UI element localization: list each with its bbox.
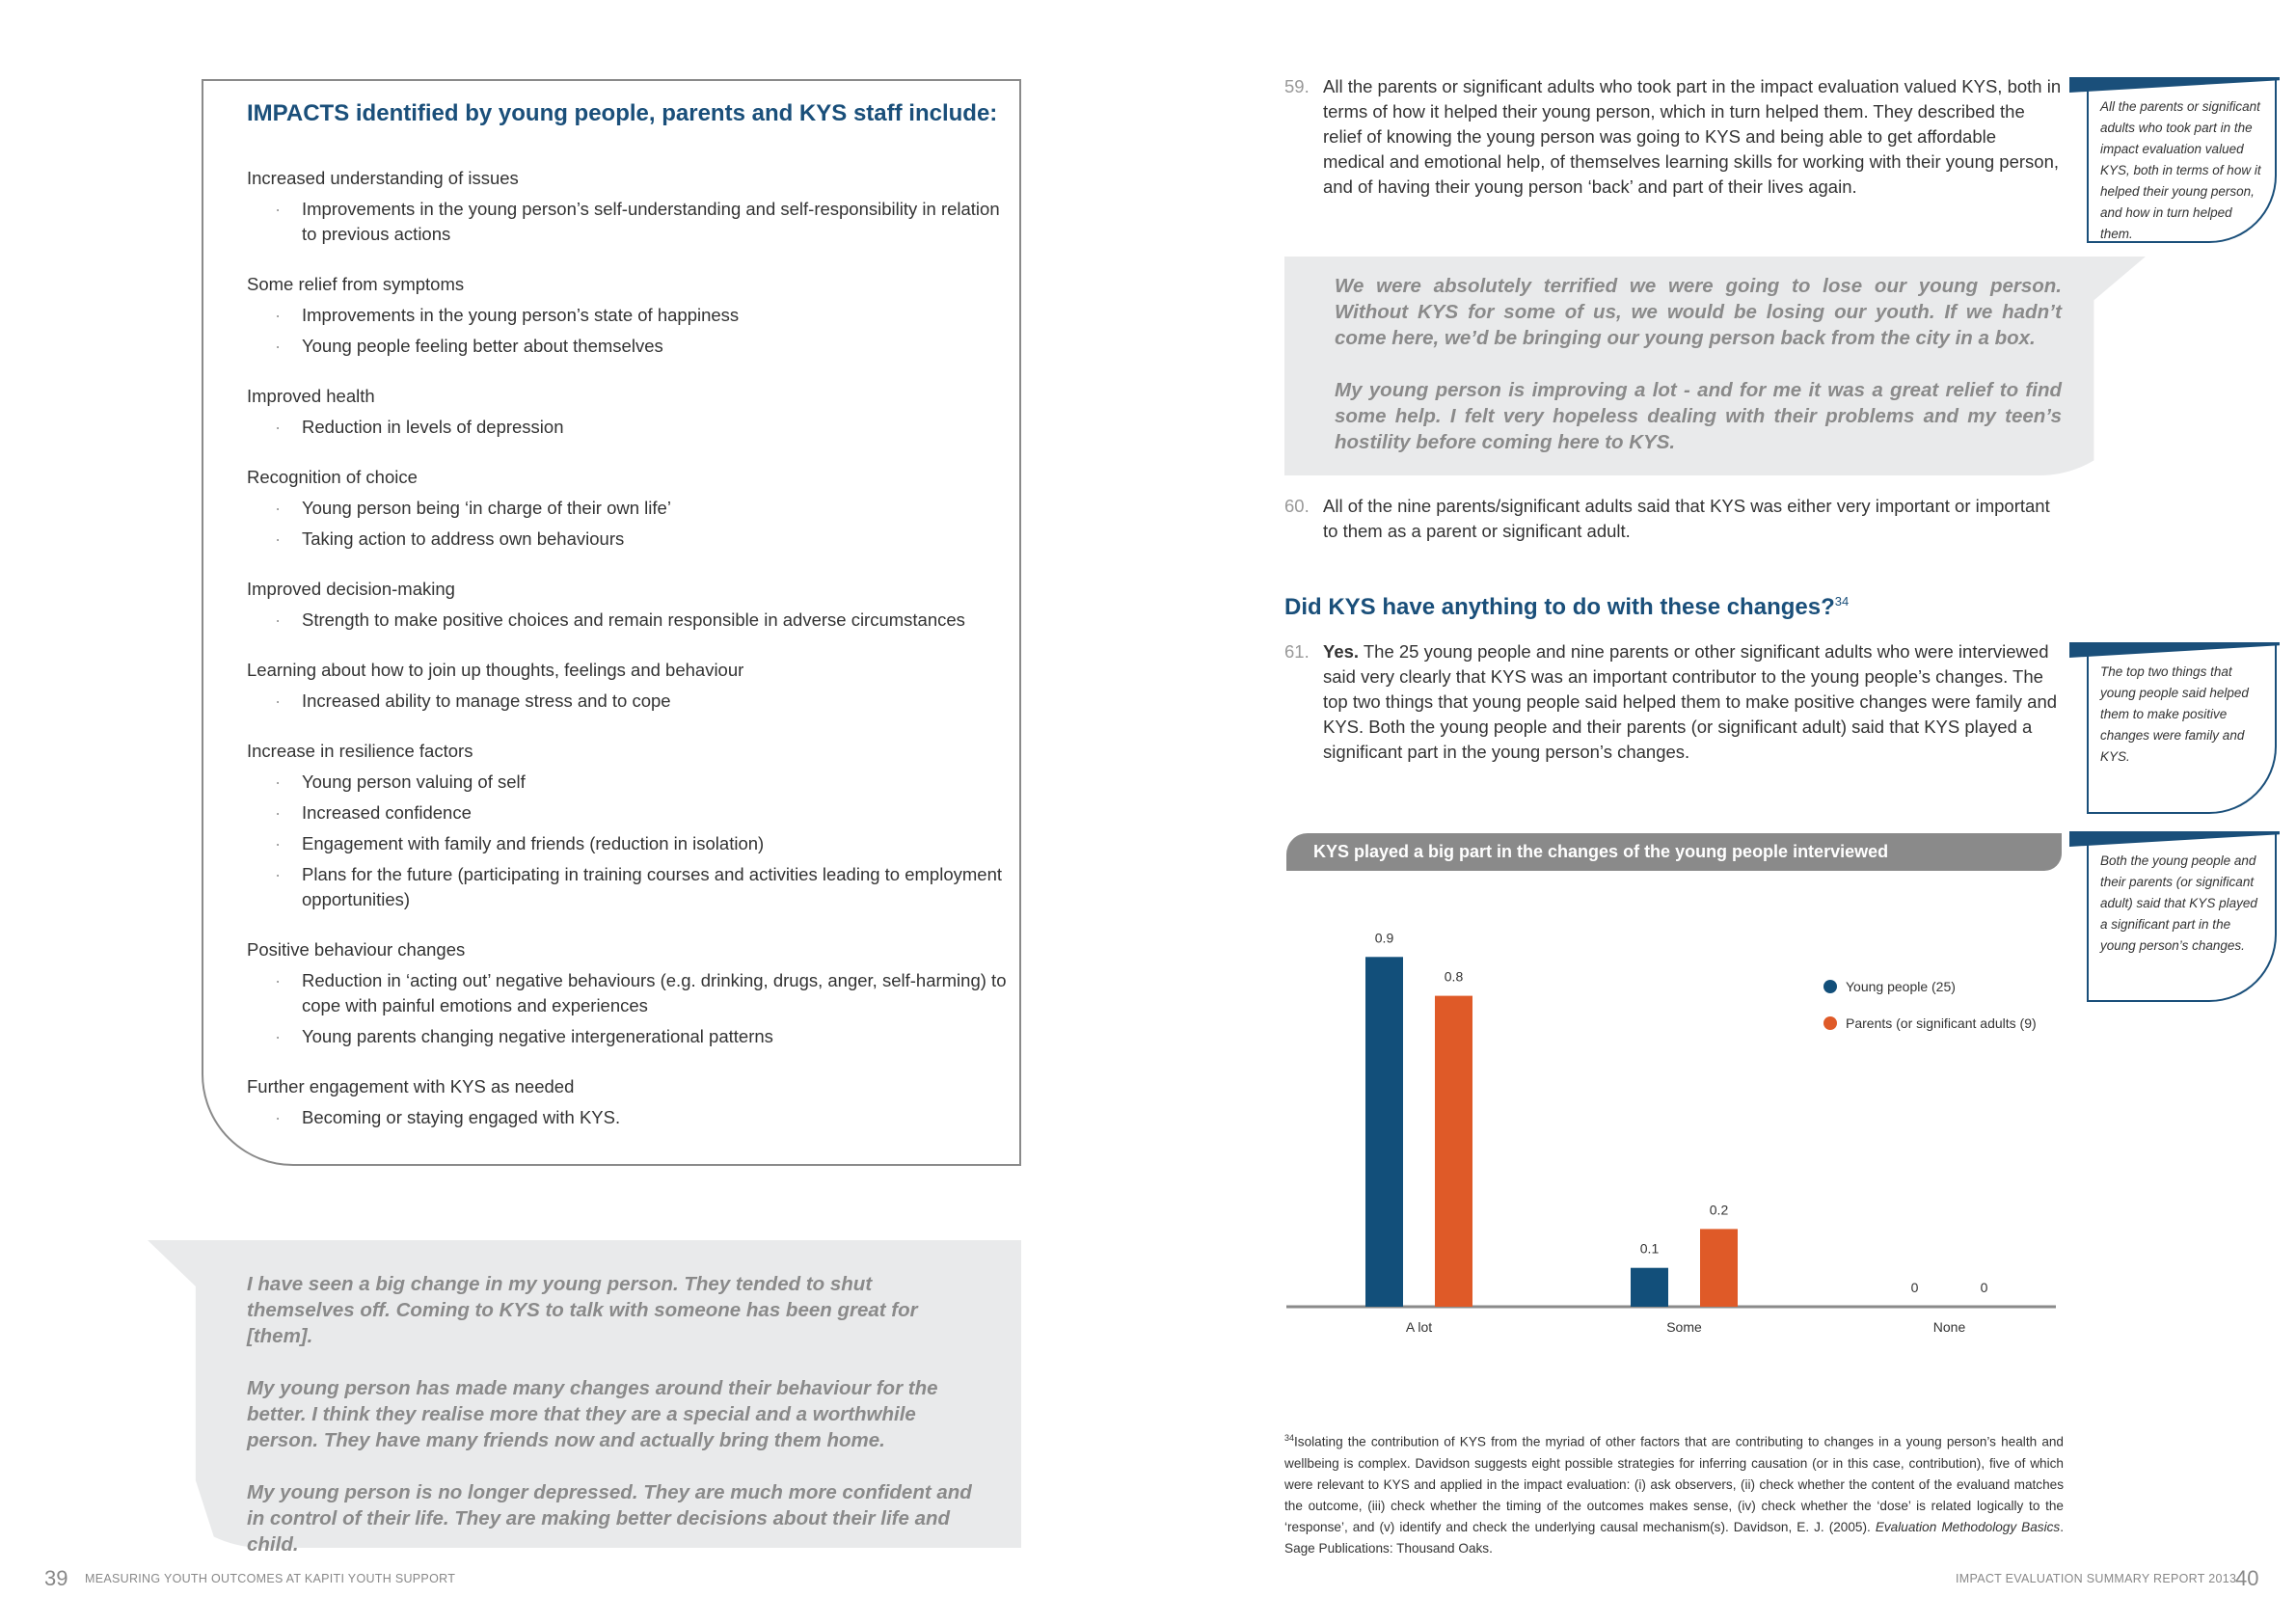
quote-text-right: We were absolutely terrified we were goi… — [1335, 273, 2062, 481]
data-label: 0 — [1911, 1280, 1919, 1295]
data-label: 0.1 — [1640, 1241, 1660, 1257]
section-heading: Did KYS have anything to do with these c… — [1284, 594, 1849, 621]
data-label: 0.8 — [1445, 969, 1464, 985]
impact-category: Positive behaviour changes — [247, 939, 466, 960]
legend-marker — [1823, 980, 1837, 993]
quote-text-left: I have seen a big change in my young per… — [247, 1271, 980, 1583]
impact-bullet-item: Engagement with family and friends (redu… — [247, 831, 1009, 856]
legend-label: Parents (or significant adults (9) — [1846, 1015, 2037, 1031]
quote: I have seen a big change in my young per… — [247, 1273, 918, 1347]
impact-bullet-item: Improvements in the young person’s state… — [247, 303, 1009, 328]
running-title-right: IMPACT EVALUATION SUMMARY REPORT 2013 — [1956, 1572, 2237, 1585]
impact-category: Improved decision-making — [247, 579, 455, 599]
quote: My young person has made many changes ar… — [247, 1377, 938, 1451]
impact-bullet-item: Improvements in the young person’s self-… — [247, 197, 1009, 247]
paragraph-number: 59. — [1284, 76, 1310, 96]
footnote-text: Isolating the contribution of KYS from t… — [1284, 1434, 2064, 1534]
impact-bullet-item: Taking action to address own behaviours — [247, 527, 1009, 552]
paragraph-number: 60. — [1284, 496, 1310, 516]
footnote-book-title: Evaluation Methodology Basics — [1875, 1519, 2061, 1534]
category-label: None — [1933, 1319, 1966, 1335]
quote: My young person is improving a lot - and… — [1335, 379, 2062, 453]
data-label: 0 — [1981, 1280, 1988, 1295]
impact-category: Recognition of choice — [247, 467, 418, 487]
category-label: Some — [1666, 1319, 1702, 1335]
paragraph-text: All of the nine parents/significant adul… — [1323, 496, 2050, 541]
impact-bullet-item: Increased confidence — [247, 800, 1009, 826]
impact-bullet-item: Increased ability to manage stress and t… — [247, 689, 1009, 714]
impact-bullet-item: Becoming or staying engaged with KYS. — [247, 1105, 1009, 1130]
sidebar-callout: The top two things that young people sai… — [2087, 644, 2277, 814]
quote-box-left — [148, 1240, 1021, 1548]
impact-bullet-item: Young parents changing negative intergen… — [247, 1024, 1009, 1049]
quote-box-right — [1284, 257, 2146, 475]
footnote-marker: 34 — [1284, 1433, 1295, 1443]
impacts-title: IMPACTS identified by young people, pare… — [247, 100, 998, 126]
section-heading-text: Did KYS have anything to do with these c… — [1284, 594, 1835, 620]
sidebar-callout: Both the young people and their parents … — [2087, 833, 2277, 1002]
legend-marker — [1823, 1016, 1837, 1030]
paragraph-body: The 25 young people and nine parents or … — [1323, 641, 2058, 762]
bar-parents — [1435, 995, 1472, 1307]
category-label: A lot — [1406, 1319, 1432, 1335]
page-number-left: 39 — [44, 1566, 68, 1590]
impact-category: Some relief from symptoms — [247, 274, 465, 294]
bar-young-people — [1365, 957, 1403, 1307]
paragraph-60: 60. All of the nine parents/significant … — [1284, 494, 2062, 544]
paragraph-text: Yes. The 25 young people and nine parent… — [1323, 639, 2062, 765]
quote: We were absolutely terrified we were goi… — [1335, 275, 2062, 349]
data-label: 0.9 — [1375, 930, 1394, 945]
impact-bullet-item: Strength to make positive choices and re… — [247, 608, 1009, 633]
paragraph-61: 61. Yes. The 25 young people and nine pa… — [1284, 639, 2062, 765]
bar-parents — [1700, 1229, 1738, 1307]
bar-chart: 0.9 0.8 A lot 0.1 0.2 Some 0 0 None Young people … — [1286, 930, 2056, 1335]
impact-bullet-item: Reduction in ‘acting out’ negative behav… — [247, 968, 1009, 1018]
impact-category: Increased understanding of issues — [247, 168, 519, 188]
paragraph-number: 61. — [1284, 641, 1310, 662]
impact-category: Further engagement with KYS as needed — [247, 1076, 575, 1096]
impact-bullet-item: Young people feeling better about themse… — [247, 334, 1009, 359]
sidebar-callout: All the parents or significant adults wh… — [2087, 79, 2277, 243]
impact-bullet-item: Reduction in levels of depression — [247, 415, 1009, 440]
running-title-left: MEASURING YOUTH OUTCOMES AT KAPITI YOUTH… — [85, 1572, 456, 1585]
bold-lead: Yes. — [1323, 641, 1360, 662]
impacts-list: Increased understanding of issues Improve… — [247, 166, 1009, 1130]
impact-category: Learning about how to join up thoughts, … — [247, 660, 744, 680]
impact-bullet-item: Young person valuing of self — [247, 770, 1009, 795]
paragraph-text: All the parents or significant adults wh… — [1323, 76, 2062, 197]
impact-category: Increase in resilience factors — [247, 741, 473, 761]
impact-category: Improved health — [247, 386, 375, 406]
page-number-right: 40 — [2235, 1566, 2259, 1590]
bar-young-people — [1631, 1267, 1668, 1307]
footnote-tail: . Sage Publications: Thousand Oaks. — [1284, 1519, 2064, 1556]
footnote-ref[interactable]: 34 — [1834, 594, 1850, 609]
quote: My young person is no longer depressed. … — [247, 1481, 972, 1556]
data-label: 0.2 — [1710, 1202, 1729, 1217]
impact-bullet-item: Plans for the future (participating in t… — [247, 862, 1009, 912]
impacts-box — [202, 79, 1021, 1166]
legend-label: Young people (25) — [1846, 979, 1956, 994]
paragraph-59: 59. All the parents or significant adult… — [1284, 74, 2062, 200]
footnote: 34Isolating the contribution of KYS from… — [1284, 1427, 2064, 1559]
chart-title: KYS played a big part in the changes of … — [1286, 833, 2062, 871]
impact-bullet-item: Young person being ‘in charge of their o… — [247, 496, 1009, 521]
